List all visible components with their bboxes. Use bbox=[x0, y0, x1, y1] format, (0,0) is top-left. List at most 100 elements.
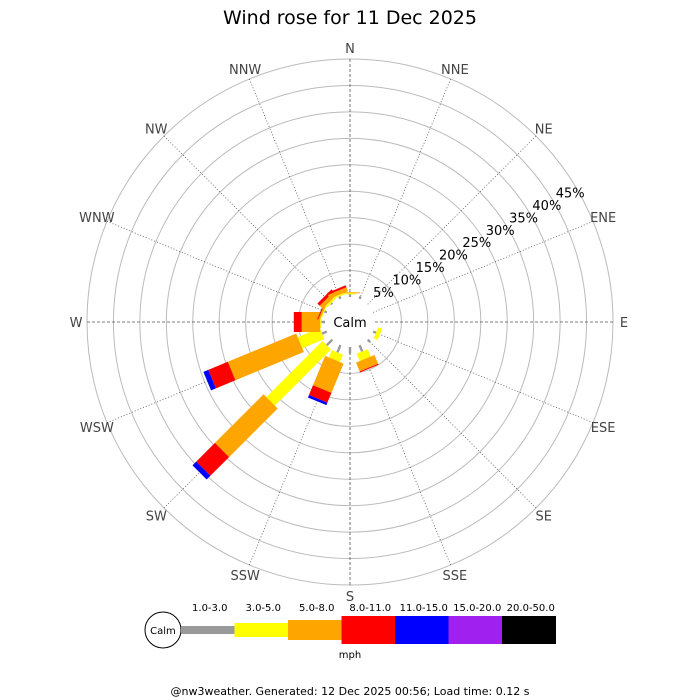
bar-ese-1.0-3.0 bbox=[372, 330, 377, 334]
ring-label-15: 15% bbox=[416, 261, 445, 276]
direction-label-e: E bbox=[620, 316, 628, 331]
legend-label-20.0-50.0: 20.0-50.0 bbox=[507, 603, 555, 614]
direction-label-s: S bbox=[346, 590, 354, 605]
direction-labels: N NNE NE ENE E ESE SE SSE S SSW SW WSW W WNW NW NNW bbox=[70, 42, 629, 605]
spoke-nw bbox=[163, 135, 333, 305]
bar-nw-1.0-3.0 bbox=[330, 302, 334, 306]
ring-label-30: 30% bbox=[486, 224, 515, 239]
bar-sse-1.0-3.0 bbox=[358, 344, 364, 352]
legend-label-1.0-3.0: 1.0-3.0 bbox=[192, 603, 227, 614]
bar-nnw-3.0-5.0 bbox=[333, 292, 345, 299]
bar-ssw-3.0-5.0 bbox=[328, 350, 343, 363]
bar-w-8.0-11.0 bbox=[293, 312, 302, 332]
legend-label-3.0-5.0: 3.0-5.0 bbox=[246, 603, 281, 614]
legend-swatch-1.0-3.0 bbox=[181, 626, 235, 634]
bar-w-5.0-8.0 bbox=[301, 312, 321, 332]
bar-sw-11.0-15.0 bbox=[192, 461, 211, 480]
bar-sw-1.0-3.0 bbox=[325, 338, 334, 347]
ring-label-25: 25% bbox=[462, 236, 491, 251]
ring-label-45: 45% bbox=[556, 187, 585, 202]
bar-wsw-3.0-5.0 bbox=[297, 328, 325, 349]
bar-wnw-3.0-5.0 bbox=[321, 305, 327, 317]
calm-label: Calm bbox=[333, 316, 366, 331]
bar-sse-8.0-11.0 bbox=[359, 363, 379, 373]
legend-swatch-15.0-20.0 bbox=[448, 616, 503, 644]
direction-label-ssw: SSW bbox=[230, 569, 260, 584]
legend-label-5.0-8.0: 5.0-8.0 bbox=[299, 603, 334, 614]
direction-label-nnw: NNW bbox=[229, 63, 261, 78]
ring-label-10: 10% bbox=[392, 273, 421, 288]
ring-label-35: 35% bbox=[509, 211, 538, 226]
direction-label-w: W bbox=[70, 316, 83, 331]
bar-wnw-1.0-3.0 bbox=[324, 310, 328, 314]
legend-swatch-8.0-11.0 bbox=[341, 616, 396, 644]
spoke-ne bbox=[367, 135, 537, 305]
wind-bars bbox=[192, 285, 383, 480]
legend-swatch-3.0-5.0 bbox=[234, 623, 289, 637]
direction-label-wnw: WNW bbox=[79, 211, 115, 226]
bar-wsw-1.0-3.0 bbox=[321, 330, 328, 335]
bar-ssw-5.0-8.0 bbox=[312, 355, 344, 393]
bar-nw-3.0-5.0 bbox=[325, 297, 336, 308]
direction-label-nw: NW bbox=[145, 122, 168, 137]
bar-se-1.0-3.0 bbox=[366, 338, 371, 343]
bar-n-3.0-5.0 bbox=[344, 293, 356, 295]
bar-n-1.0-3.0 bbox=[348, 294, 352, 297]
ring-label-20: 20% bbox=[439, 249, 468, 264]
bar-nnw-8.0-11.0 bbox=[327, 285, 347, 295]
direction-label-ese: ESE bbox=[591, 421, 616, 436]
spoke-ese bbox=[372, 331, 594, 424]
bar-ese-3.0-5.0 bbox=[373, 327, 383, 340]
legend-units: mph bbox=[339, 650, 361, 661]
bar-ssw-8.0-11.0 bbox=[308, 385, 332, 403]
direction-label-ne: NE bbox=[535, 122, 553, 137]
legend-swatch-5.0-8.0 bbox=[288, 620, 342, 640]
ring-labels: 5%10%15%20%25%30%35%40%45% bbox=[373, 187, 585, 301]
bar-sw-3.0-5.0 bbox=[266, 341, 331, 406]
spoke-nne bbox=[359, 78, 452, 300]
bar-wsw-11.0-15.0 bbox=[203, 369, 216, 391]
bar-n-5.0-8.0 bbox=[340, 292, 360, 294]
bar-sw-5.0-8.0 bbox=[214, 394, 278, 458]
direction-label-wsw: WSW bbox=[80, 421, 114, 436]
legend-calm-label: Calm bbox=[150, 626, 176, 637]
bar-nne-1.0-3.0 bbox=[358, 296, 362, 300]
bar-sse-5.0-8.0 bbox=[356, 354, 379, 372]
bar-nnw-1.0-3.0 bbox=[338, 296, 342, 300]
bar-nnw-5.0-8.0 bbox=[327, 287, 349, 299]
calm-circle bbox=[325, 297, 375, 347]
bar-w-1.0-3.0 bbox=[321, 320, 325, 324]
ring-label-40: 40% bbox=[532, 199, 561, 214]
legend-label-15.0-20.0: 15.0-20.0 bbox=[453, 603, 501, 614]
legend-swatch-11.0-15.0 bbox=[395, 616, 449, 644]
legend-swatch-20.0-50.0 bbox=[502, 616, 556, 644]
bar-sse-3.0-5.0 bbox=[356, 349, 371, 362]
ring-15 bbox=[245, 217, 455, 427]
footer-text: @nw3weather. Generated: 12 Dec 2025 00:5… bbox=[171, 685, 530, 698]
bar-wsw-8.0-11.0 bbox=[208, 361, 236, 389]
ring-30 bbox=[165, 137, 535, 507]
direction-label-n: N bbox=[345, 42, 355, 57]
legend-label-11.0-15.0: 11.0-15.0 bbox=[400, 603, 448, 614]
bar-s-1.0-3.0 bbox=[348, 347, 352, 354]
bar-ssw-11.0-15.0 bbox=[307, 395, 328, 406]
bar-sw-8.0-11.0 bbox=[196, 442, 230, 476]
direction-label-sw: SW bbox=[146, 510, 167, 525]
spoke-nnw bbox=[248, 78, 341, 300]
chart-title: Wind rose for 11 Dec 2025 bbox=[223, 7, 477, 29]
bar-ssw-1.0-3.0 bbox=[336, 344, 342, 353]
direction-label-ene: ENE bbox=[590, 211, 616, 226]
spoke-ene bbox=[372, 220, 594, 313]
legend-label-8.0-11.0: 8.0-11.0 bbox=[349, 603, 391, 614]
direction-label-nne: NNE bbox=[441, 63, 469, 78]
spoke-wnw bbox=[106, 220, 328, 313]
bar-w-3.0-5.0 bbox=[320, 316, 322, 328]
spoke-sse bbox=[359, 344, 452, 566]
direction-label-sse: SSE bbox=[442, 569, 467, 584]
calm-center: Calm bbox=[325, 297, 375, 347]
speed-legend: Calm 1.0-3.0 3.0-5.0 5.0-8.0 8.0-11.0 11.0-1… bbox=[144, 603, 556, 649]
direction-label-se: SE bbox=[536, 510, 552, 525]
spoke-se bbox=[367, 339, 537, 509]
ring-label-5: 5% bbox=[373, 286, 394, 301]
